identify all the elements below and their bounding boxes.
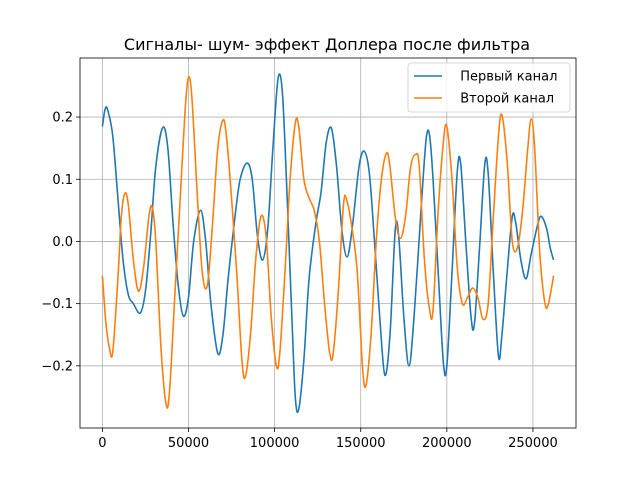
series-line-1 <box>101 73 555 414</box>
x-tick-label: 150000 <box>336 436 386 451</box>
legend-box <box>407 62 571 113</box>
y-tick-label: 0.2 <box>52 111 73 126</box>
plot-area-frame <box>79 57 577 429</box>
y-tick-label: 0.1 <box>52 173 73 188</box>
legend-label: Второй канал <box>452 92 554 107</box>
x-tick-label: 50000 <box>168 436 209 451</box>
x-tick-label: 200000 <box>422 436 472 451</box>
x-tick-label: 250000 <box>508 436 558 451</box>
y-tick-label: 0.0 <box>52 235 73 250</box>
series-line-2 <box>101 76 555 409</box>
y-tick-label: −0.2 <box>41 359 73 374</box>
x-tick-label: 0 <box>98 436 106 451</box>
legend-label: Первый канал <box>452 70 557 85</box>
x-tick-label: 100000 <box>250 436 300 451</box>
series-lines <box>101 73 555 414</box>
chart-title: Сигналы- шум- эффект Доплера после фильт… <box>124 35 530 54</box>
axis-ticks: 0 50000 100000 150000 200000 250000 −0.2 −0.1 0.… <box>41 111 557 451</box>
y-tick-label: −0.1 <box>41 297 73 312</box>
legend: Первый канал Второй канал <box>407 62 571 113</box>
